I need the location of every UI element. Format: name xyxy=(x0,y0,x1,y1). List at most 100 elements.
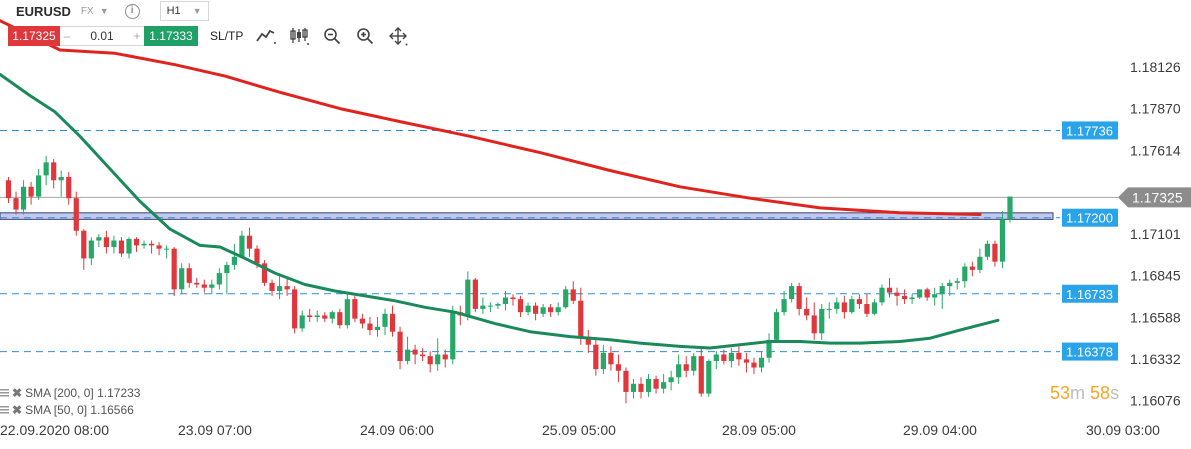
candle xyxy=(962,263,968,288)
zoom-in-icon[interactable] xyxy=(355,26,375,46)
candle-body xyxy=(261,263,268,283)
candle-body xyxy=(706,361,712,394)
candle-body xyxy=(314,315,320,318)
candle xyxy=(593,339,599,376)
line-chart-icon[interactable] xyxy=(256,26,277,46)
candle-body xyxy=(239,235,245,257)
candle xyxy=(261,260,268,287)
candle xyxy=(615,354,622,383)
quantity-input[interactable]: 0.01 xyxy=(90,28,114,43)
level-tag-label: 1.16378 xyxy=(1066,345,1113,360)
symbol-label[interactable]: EURUSD xyxy=(16,3,71,19)
candle xyxy=(856,294,862,309)
candle-body xyxy=(51,162,57,181)
candle-body xyxy=(834,302,840,309)
y-tick-label: 1.16332 xyxy=(1130,351,1181,367)
candle-body xyxy=(939,286,945,295)
candle-body xyxy=(992,243,998,262)
legend-row-sma200[interactable]: ✖ SMA [200, 0] 1.17233 xyxy=(0,384,140,401)
candle-body xyxy=(947,282,953,287)
drag-handle-icon[interactable] xyxy=(0,405,9,414)
candle-body xyxy=(435,354,441,365)
candle-body xyxy=(472,279,478,309)
x-tick-label: 25.09 05:00 xyxy=(542,422,616,438)
candle-body xyxy=(284,286,290,290)
candle xyxy=(977,248,983,274)
candle xyxy=(487,302,494,313)
candle-body xyxy=(148,243,155,246)
candle xyxy=(404,336,411,365)
drag-handle-icon[interactable] xyxy=(0,388,9,397)
candle xyxy=(284,276,290,296)
current-price-label: 1.17325 xyxy=(1132,189,1183,205)
candle-body xyxy=(450,312,456,360)
candle xyxy=(751,357,757,375)
candle-body xyxy=(126,238,132,254)
candle xyxy=(88,237,94,265)
candle xyxy=(992,240,998,267)
level-tag-label: 1.16733 xyxy=(1066,287,1113,302)
candle xyxy=(517,295,524,318)
candle-body xyxy=(66,177,72,199)
sltp-button[interactable]: SL/TP xyxy=(210,28,244,43)
info-icon[interactable]: i xyxy=(124,3,140,19)
quantity-stepper[interactable]: – 0.01 + xyxy=(60,25,144,46)
decrease-button[interactable]: – xyxy=(63,28,71,43)
move-icon[interactable] xyxy=(388,26,408,46)
sell-button[interactable]: 1.17325 xyxy=(8,25,60,46)
candle xyxy=(502,290,509,311)
candle-body xyxy=(698,356,704,394)
candle-body xyxy=(570,289,576,301)
candle-body xyxy=(420,354,426,357)
candle-body xyxy=(103,237,109,248)
candle xyxy=(630,378,637,399)
candle xyxy=(947,279,953,296)
candle-body xyxy=(668,377,674,383)
candle xyxy=(141,240,147,249)
candle xyxy=(103,230,109,254)
candle-body xyxy=(623,370,629,392)
candle-body xyxy=(578,300,584,337)
candle xyxy=(472,277,478,313)
candle-countdown: 53m 58s xyxy=(1050,383,1119,404)
indicator-legend: ✖ SMA [200, 0] 1.17233 ✖ SMA [50, 0] 1.1… xyxy=(0,384,140,418)
x-tick-label: 30.09 03:00 xyxy=(1086,422,1160,438)
zoom-out-icon[interactable] xyxy=(322,26,342,46)
candle-body xyxy=(954,281,960,283)
candle-body xyxy=(292,289,298,329)
candle-body xyxy=(36,175,42,197)
legend-row-sma50[interactable]: ✖ SMA [50, 0] 1.16566 xyxy=(0,401,140,418)
candle xyxy=(826,302,832,319)
symbol-row: EURUSD FX ▼ i H1 ▼ xyxy=(0,0,209,22)
remove-indicator-icon[interactable]: ✖ xyxy=(12,385,23,400)
candle-body xyxy=(630,383,637,392)
candle-body xyxy=(849,299,855,313)
candle xyxy=(389,305,396,337)
candle-body xyxy=(359,318,366,324)
candle-body xyxy=(894,292,900,296)
candle xyxy=(525,302,531,316)
chevron-down-icon[interactable]: ▼ xyxy=(99,6,109,16)
candle xyxy=(706,359,712,397)
sma-layer xyxy=(0,19,1000,350)
candle xyxy=(841,295,847,319)
buy-button[interactable]: 1.17333 xyxy=(144,25,198,46)
candle-body xyxy=(661,382,667,389)
candle xyxy=(51,159,57,189)
candle xyxy=(540,304,546,318)
candle-body xyxy=(540,307,546,314)
candle-body xyxy=(691,356,697,371)
sma200-label: SMA [200, 0] 1.17233 xyxy=(25,385,141,400)
timeframe-select[interactable]: H1 ▼ xyxy=(159,1,209,21)
increase-button[interactable]: + xyxy=(133,28,141,43)
candle xyxy=(736,346,742,366)
candle-body xyxy=(404,349,411,362)
remove-indicator-icon[interactable]: ✖ xyxy=(12,402,23,417)
candle-body xyxy=(374,326,381,331)
candlestick-icon[interactable] xyxy=(289,26,310,46)
candle xyxy=(292,286,298,334)
candle-body xyxy=(841,302,847,313)
support-zone xyxy=(0,212,1054,220)
x-tick-label: 29.09 04:00 xyxy=(903,422,977,438)
